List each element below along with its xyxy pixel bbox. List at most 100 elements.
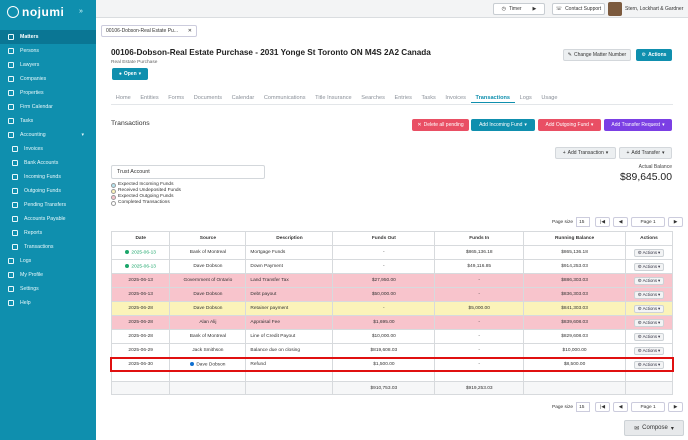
first-page-button[interactable]: |◀ <box>595 402 611 412</box>
sidebar-item-accounting[interactable]: Accounting ▾ <box>0 128 96 142</box>
row-actions-button[interactable]: ⚙ Actions ▾ <box>633 248 665 257</box>
tab-entries[interactable]: Entries <box>394 95 412 101</box>
tab-invoices[interactable]: Invoices <box>445 95 466 101</box>
transactions-table: Date Source Description Funds Out Funds In Ru… <box>110 231 674 395</box>
user-menu[interactable]: Stern, Lockhart & Gardner <box>608 2 683 16</box>
change-matter-number-button[interactable]: ✎ Change Matter Number <box>563 49 631 61</box>
funds-out-cell: $1,695.00 <box>332 315 436 330</box>
sidebar-item-companies[interactable]: Companies <box>0 72 96 86</box>
row-actions-button[interactable]: ⚙ Actions ▾ <box>633 360 665 369</box>
actions-cell: ⚙ Actions ▾ <box>624 301 674 316</box>
sidebar-item-logs[interactable]: Logs <box>0 254 96 268</box>
row-actions-button[interactable]: ⚙ Actions ▾ <box>633 332 665 341</box>
actions-button[interactable]: ⚙ Actions <box>636 49 672 61</box>
sidebar-item-transactions[interactable]: Transactions <box>0 240 96 254</box>
chevron-down-icon: ▾ <box>524 122 527 128</box>
tab-tasks[interactable]: Tasks <box>421 95 436 101</box>
tab-documents[interactable]: Documents <box>193 95 222 101</box>
tab-calendar[interactable]: Calendar <box>231 95 255 101</box>
contact-support-button[interactable]: ☏ Contact Support <box>552 3 605 15</box>
sidebar-item-properties[interactable]: Properties <box>0 86 96 100</box>
row-actions-button[interactable]: ⚙ Actions ▾ <box>633 290 665 299</box>
sidebar-item-reports[interactable]: Reports <box>0 226 96 240</box>
sidebar-item-outgoing-funds[interactable]: Outgoing Funds <box>0 184 96 198</box>
brand-logo[interactable]: nojumi <box>7 5 64 19</box>
compose-button[interactable]: ✉ Compose ▾ <box>624 420 684 436</box>
tab-entities[interactable]: Entities <box>140 95 159 101</box>
chevron-down-icon: ▾ <box>658 249 661 255</box>
page-size-input[interactable]: 15 <box>576 402 591 412</box>
invoices-icon <box>12 146 18 152</box>
row-actions-button[interactable]: ⚙ Actions ▾ <box>633 262 665 271</box>
funds-in-cell: - <box>434 287 525 302</box>
sidebar-item-lawyers[interactable]: Lawyers <box>0 58 96 72</box>
running-balance-cell: $10,000.00 <box>523 343 626 358</box>
tab-forms[interactable]: Forms <box>168 95 185 101</box>
sidebar-item-tasks[interactable]: Tasks <box>0 114 96 128</box>
tab-title-insurance[interactable]: Title Insurance <box>315 95 352 101</box>
prev-page-button[interactable]: ◀ <box>613 402 629 412</box>
timer-button[interactable]: ◷ Timer ▶ <box>493 3 545 15</box>
table-row: 2025-06-28 Dave Dobson Retainer payment - $5… <box>110 301 674 316</box>
row-actions-button[interactable]: ⚙ Actions ▾ <box>633 318 665 327</box>
status-dropdown[interactable]: ● Open ▾ <box>112 68 148 80</box>
funds-out-cell: - <box>332 259 436 274</box>
sidebar-item-my-profile[interactable]: My Profile <box>0 268 96 282</box>
row-actions-button[interactable]: ⚙ Actions ▾ <box>633 346 665 355</box>
sidebar-item-invoices[interactable]: Invoices <box>0 142 96 156</box>
sidebar-item-accounts-payable[interactable]: Accounts Payable <box>0 212 96 226</box>
row-actions-button[interactable]: ⚙ Actions ▾ <box>633 304 665 313</box>
source-value: Bank of Montreal <box>189 250 227 255</box>
row-actions-button[interactable]: ⚙ Actions ▾ <box>633 276 665 285</box>
doc-tab-label: 00106-Dobson-Real Estate Pu... <box>106 28 178 34</box>
sidebar-item-label: Persons <box>20 48 40 54</box>
companies-icon <box>8 76 14 82</box>
tab-transactions[interactable]: Transactions <box>470 93 515 103</box>
add-transfer-button[interactable]: + Add Transfer ▾ <box>619 147 672 159</box>
tab-searches[interactable]: Searches <box>361 95 385 101</box>
tab-logs[interactable]: Logs <box>519 95 532 101</box>
source-cell: Government of Ontario <box>169 273 247 288</box>
add-incoming-fund-button[interactable]: Add Incoming Fund ▾ <box>471 119 535 131</box>
sidebar-item-matters[interactable]: Matters <box>0 30 96 44</box>
page-size-input[interactable]: 15 <box>576 217 591 227</box>
sidebar-item-persons[interactable]: Persons <box>0 44 96 58</box>
next-page-button[interactable]: ▶ <box>668 402 684 412</box>
legend-item: Completed Transactions <box>111 200 181 206</box>
prev-page-button[interactable]: ◀ <box>613 217 629 227</box>
tab-communications[interactable]: Communications <box>263 95 306 101</box>
add-incoming-label: Add Incoming Fund <box>479 122 523 128</box>
sidebar-item-pending-transfers[interactable]: Pending Transfers <box>0 198 96 212</box>
chevron-down-icon: ▾ <box>590 122 594 128</box>
sidebar-item-firm-calendar[interactable]: Firm Calendar <box>0 100 96 114</box>
add-outgoing-fund-button[interactable]: Add Outgoing Fund ▾ <box>538 119 601 131</box>
matter-doc-tab[interactable]: 00106-Dobson-Real Estate Pu... ✕ <box>101 25 197 37</box>
table-row-spacer <box>110 371 674 382</box>
sidebar-item-help[interactable]: Help <box>0 296 96 310</box>
trust-account-select[interactable]: Trust Account <box>111 165 265 179</box>
tab-usage[interactable]: Usage <box>541 95 558 101</box>
sidebar-item-bank-accounts[interactable]: Bank Accounts <box>0 156 96 170</box>
first-page-button[interactable]: |◀ <box>595 217 611 227</box>
page-indicator: Page 1 <box>631 217 666 227</box>
tab-home[interactable]: Home <box>115 95 131 101</box>
row-actions-label: Actions <box>642 306 658 311</box>
sidebar-item-label: Firm Calendar <box>20 104 53 110</box>
sidebar-item-label: Invoices <box>24 146 44 152</box>
legend-swatch-icon <box>111 182 116 188</box>
sidebar-item-settings[interactable]: Settings <box>0 282 96 296</box>
column-header-date: Date <box>110 231 171 246</box>
sidebar-item-label: Logs <box>20 258 32 264</box>
date-value: 2025-06-28 <box>128 334 153 339</box>
delete-all-pending-button[interactable]: ✕ Delete all pending <box>412 119 469 131</box>
collapse-sidebar-icon[interactable]: » <box>79 8 83 15</box>
add-transfer-request-button[interactable]: Add Transfer Request ▾ <box>604 119 672 131</box>
sidebar-item-incoming-funds[interactable]: Incoming Funds <box>0 170 96 184</box>
logo-mark-icon <box>7 6 19 18</box>
close-icon[interactable]: ✕ <box>187 28 192 34</box>
next-page-button[interactable]: ▶ <box>668 217 684 227</box>
row-actions-label: Actions <box>642 320 658 325</box>
funds-in-cell: - <box>434 329 525 344</box>
add-transaction-button[interactable]: + Add Transaction ▾ <box>555 147 616 159</box>
delete-icon: ✕ <box>417 122 422 128</box>
